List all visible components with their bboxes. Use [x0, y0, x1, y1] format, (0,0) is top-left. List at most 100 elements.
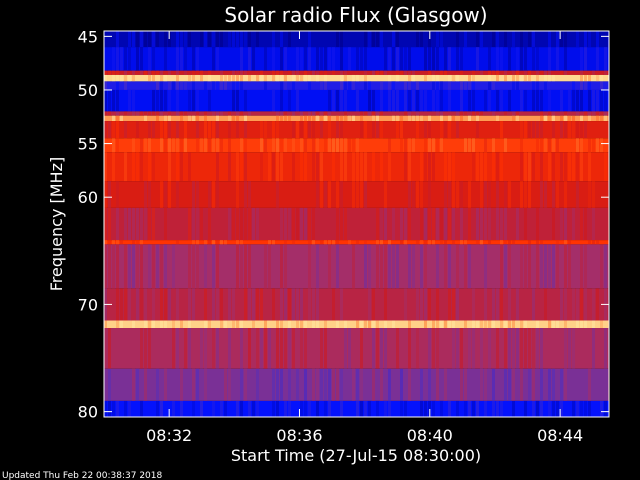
spectrogram-cell-column — [440, 121, 443, 139]
spectrogram-cell-column — [296, 368, 299, 401]
spectrogram-cell-column — [548, 111, 551, 116]
spectrogram-cell-column — [424, 74, 427, 82]
spectrogram-cell-column — [552, 181, 555, 208]
x-tick-label: 08:44 — [537, 426, 583, 445]
spectrogram-cell-column — [340, 115, 343, 122]
spectrogram-cell-column — [328, 400, 331, 417]
spectrogram-cell-column — [408, 111, 411, 116]
spectrogram-cell-column — [356, 138, 359, 153]
spectrogram-cell-column — [564, 320, 567, 329]
spectrogram-cell-column — [196, 207, 199, 241]
spectrogram-cell-column — [140, 328, 143, 369]
spectrogram-cell-column — [580, 400, 583, 417]
spectrogram-cell-column — [300, 288, 303, 321]
spectrogram-cell-column — [280, 320, 283, 329]
spectrogram-cell-column — [148, 181, 151, 208]
spectrogram-cell-column — [428, 138, 431, 153]
spectrogram-cell-column — [488, 328, 491, 369]
spectrogram-cell-column — [536, 47, 539, 71]
spectrogram-cell-column — [240, 47, 243, 71]
spectrogram-cell-column — [460, 115, 463, 122]
spectrogram-cell-column — [588, 74, 591, 82]
spectrogram-cell-column — [108, 207, 111, 241]
spectrogram-cell-column — [280, 288, 283, 321]
spectrogram-cell-column — [288, 115, 291, 122]
spectrogram-cell-column — [328, 368, 331, 401]
spectrogram-cell-column — [404, 240, 407, 245]
spectrogram-cell-column — [208, 181, 211, 208]
spectrogram-cell-column — [548, 138, 551, 153]
spectrogram-cell-column — [132, 368, 135, 401]
spectrogram-cell-column — [376, 240, 379, 245]
spectrogram-cell-column — [448, 181, 451, 208]
spectrogram-cell-column — [396, 47, 399, 71]
spectrogram-cell-column — [408, 368, 411, 401]
spectrogram-cell-column — [168, 111, 171, 116]
spectrogram-cell-column — [404, 81, 407, 90]
spectrogram-cell-column — [116, 244, 119, 289]
spectrogram-cell-column — [164, 121, 167, 139]
spectrogram-cell-column — [216, 240, 219, 245]
spectrogram-cell-column — [260, 288, 263, 321]
spectrogram-cell-column — [128, 207, 131, 241]
spectrogram-cell-column — [568, 115, 571, 122]
spectrogram-cell-column — [340, 74, 343, 82]
spectrogram-cell-column — [316, 181, 319, 208]
spectrogram-cell-column — [324, 47, 327, 71]
spectrogram-cell-column — [308, 74, 311, 82]
spectrogram-cell-column — [444, 207, 447, 241]
spectrogram-cell-column — [356, 400, 359, 417]
spectrogram-cell-column — [588, 152, 591, 182]
spectrogram-cell-column — [484, 89, 487, 112]
spectrogram-cell-column — [288, 368, 291, 401]
spectrogram-cell-column — [228, 115, 231, 122]
spectrogram-cell-column — [564, 328, 567, 369]
spectrogram-cell-column — [384, 320, 387, 329]
spectrogram-cell-column — [360, 400, 363, 417]
spectrogram-cell-column — [308, 121, 311, 139]
spectrogram-cell-column — [320, 181, 323, 208]
spectrogram-cell-column — [292, 207, 295, 241]
spectrogram-cell-column — [388, 152, 391, 182]
spectrogram-cell-column — [280, 138, 283, 153]
spectrogram-cell-column — [548, 31, 551, 48]
spectrogram-cell-column — [400, 240, 403, 245]
spectrogram-cell-column — [168, 89, 171, 112]
spectrogram-cell-column — [600, 320, 603, 329]
spectrogram-cell-column — [540, 121, 543, 139]
spectrogram-cell-column — [448, 115, 451, 122]
spectrogram-cell-column — [168, 181, 171, 208]
spectrogram-cell-column — [532, 400, 535, 417]
spectrogram-cell-column — [352, 74, 355, 82]
spectrogram-cell-column — [360, 181, 363, 208]
spectrogram-cell-column — [360, 121, 363, 139]
spectrogram-cell-column — [212, 288, 215, 321]
spectrogram-cell-column — [384, 288, 387, 321]
spectrogram-cell-column — [160, 89, 163, 112]
spectrogram-cell-column — [524, 89, 527, 112]
spectrogram-cell-column — [224, 81, 227, 90]
spectrogram-cell-column — [368, 288, 371, 321]
spectrogram-cell-column — [304, 121, 307, 139]
spectrogram-cell-column — [284, 115, 287, 122]
spectrogram-cell-column — [144, 111, 147, 116]
spectrogram-cell-column — [144, 70, 147, 75]
spectrogram-cell-column — [368, 81, 371, 90]
spectrogram-cell-column — [480, 368, 483, 401]
spectrogram-cell-column — [112, 152, 115, 182]
spectrogram-cell-column — [288, 70, 291, 75]
spectrogram-cell-column — [240, 111, 243, 116]
spectrogram-cell-column — [104, 111, 107, 116]
spectrogram-cell-column — [580, 121, 583, 139]
spectrogram-cell-column — [428, 288, 431, 321]
spectrogram-cell-column — [472, 328, 475, 369]
spectrogram-cell-column — [364, 111, 367, 116]
spectrogram-cell-column — [364, 320, 367, 329]
spectrogram-cell-column — [364, 400, 367, 417]
spectrogram-cell-column — [168, 152, 171, 182]
spectrogram-cell-column — [284, 240, 287, 245]
spectrogram-cell-column — [468, 400, 471, 417]
spectrogram-cell-column — [176, 138, 179, 153]
spectrogram-cell-column — [504, 31, 507, 48]
spectrogram-cell-column — [552, 320, 555, 329]
